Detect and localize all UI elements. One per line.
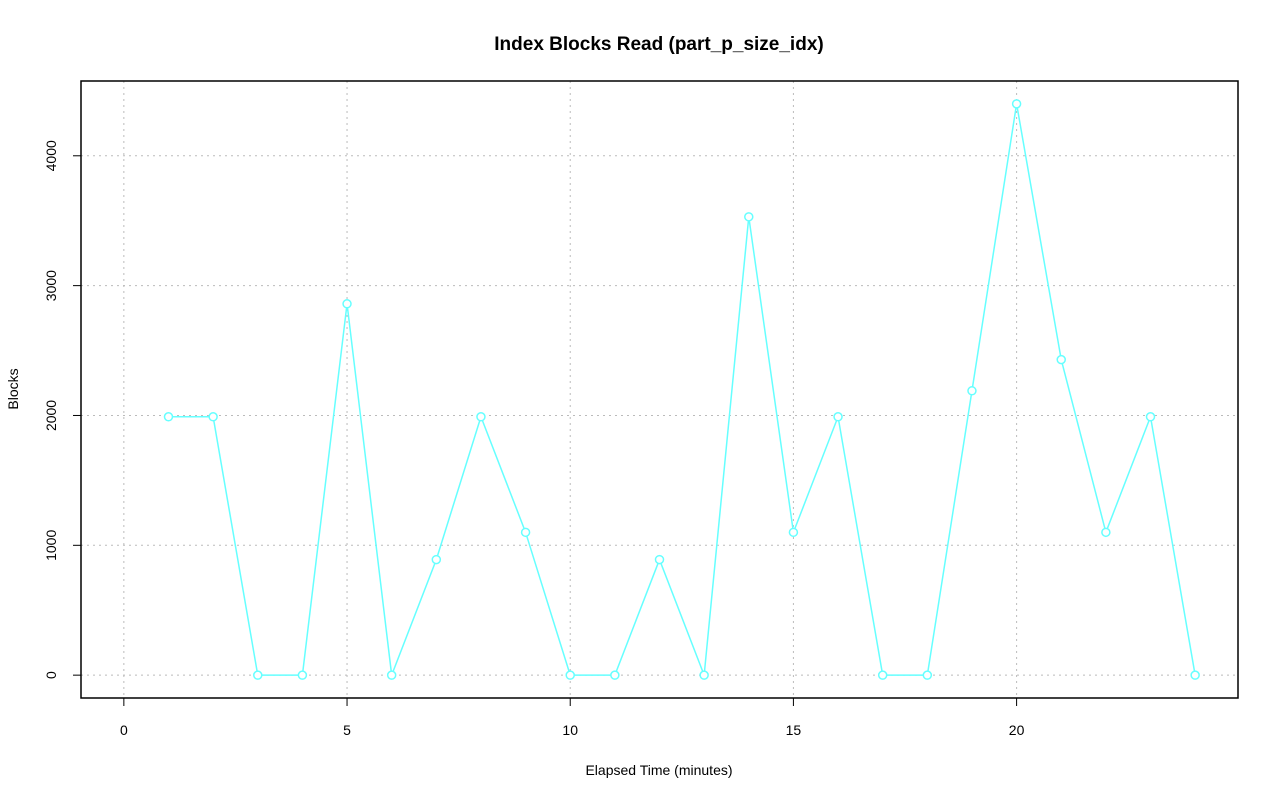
y-tick-label: 3000: [43, 270, 59, 301]
x-tick-label: 15: [786, 722, 802, 738]
y-tick-label: 0: [43, 671, 59, 679]
data-point: [431, 554, 442, 565]
data-point: [699, 670, 709, 680]
data-point: [386, 670, 397, 680]
chart-title: Index Blocks Read (part_p_size_idx): [494, 34, 823, 55]
data-point: [208, 412, 218, 422]
data-point: [520, 527, 531, 538]
plot-frame: [80, 80, 1239, 699]
data-point: [1190, 670, 1200, 680]
data-point: [744, 212, 754, 222]
data-point: [877, 670, 888, 680]
y-tick-label: 1000: [43, 530, 59, 561]
x-axis-label: Elapsed Time (minutes): [585, 762, 732, 778]
data-point: [163, 412, 174, 422]
data-point: [788, 527, 799, 538]
x-tick-label: 5: [343, 722, 351, 738]
data-point: [1101, 527, 1111, 538]
y-tick-label: 2000: [43, 400, 59, 431]
data-point: [654, 554, 665, 565]
x-tick-label: 10: [562, 722, 578, 738]
data-point: [1145, 412, 1156, 422]
data-point: [922, 670, 933, 680]
data-point: [1056, 354, 1066, 365]
y-axis-label: Blocks: [5, 368, 21, 409]
data-point: [833, 412, 843, 422]
x-tick-label: 20: [1009, 722, 1025, 738]
data-line: [168, 103, 1196, 676]
data-point: [253, 670, 263, 680]
x-tick-label: 0: [120, 722, 128, 738]
data-point: [342, 299, 352, 309]
data-point: [610, 670, 620, 680]
y-tick-label: 4000: [43, 140, 59, 171]
data-point: [967, 386, 977, 396]
data-point: [476, 412, 486, 422]
data-point: [1011, 99, 1022, 109]
data-point: [565, 670, 575, 680]
data-point: [297, 670, 308, 680]
